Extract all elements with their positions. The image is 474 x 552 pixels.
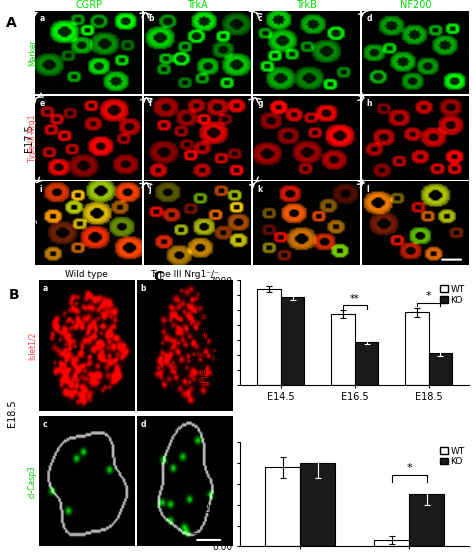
Y-axis label: Merged: Merged xyxy=(28,209,37,237)
Bar xyxy=(265,467,300,546)
Text: k: k xyxy=(257,184,263,194)
Bar xyxy=(331,314,355,385)
Text: E17.5: E17.5 xyxy=(24,124,34,152)
Text: B: B xyxy=(9,288,19,302)
Title: CGRP: CGRP xyxy=(75,0,102,10)
Bar xyxy=(281,296,304,385)
Bar xyxy=(374,540,409,546)
Text: j: j xyxy=(148,184,151,194)
Text: a: a xyxy=(43,284,48,293)
Text: e: e xyxy=(39,99,45,108)
Text: Islet1/2: Islet1/2 xyxy=(27,331,36,360)
Text: b: b xyxy=(148,14,154,23)
Bar xyxy=(355,342,378,385)
Text: f: f xyxy=(148,99,152,108)
Text: **: ** xyxy=(350,294,359,304)
Bar xyxy=(409,494,444,546)
Bar xyxy=(405,312,428,385)
Text: b: b xyxy=(141,284,146,293)
Text: d: d xyxy=(141,420,146,429)
Text: a: a xyxy=(39,14,45,23)
Text: l: l xyxy=(366,184,369,194)
Text: c: c xyxy=(43,420,47,429)
Text: i: i xyxy=(39,184,42,194)
Title: TrkA: TrkA xyxy=(187,0,208,10)
Title: Wild type: Wild type xyxy=(65,270,108,279)
Legend: WT, KO: WT, KO xyxy=(440,285,465,305)
Text: *: * xyxy=(406,463,412,474)
Text: D: D xyxy=(153,432,164,445)
Y-axis label: Marker: Marker xyxy=(28,39,37,66)
Text: h: h xyxy=(366,99,372,108)
Title: TrkB: TrkB xyxy=(296,0,317,10)
Y-axis label: cl-Casp3⁺ / PGP9.5⁺
neurons: cl-Casp3⁺ / PGP9.5⁺ neurons xyxy=(191,450,211,539)
Text: cl-Casp3: cl-Casp3 xyxy=(27,465,36,498)
Y-axis label: Type III Nrg1: Type III Nrg1 xyxy=(28,114,37,162)
Bar xyxy=(428,353,452,385)
Y-axis label: Islet1/2⁺ neurons/ DRG: Islet1/2⁺ neurons/ DRG xyxy=(199,280,208,384)
Text: E18.5: E18.5 xyxy=(7,400,17,427)
Text: c: c xyxy=(257,14,262,23)
Title: Type III Nrg1⁻/⁻: Type III Nrg1⁻/⁻ xyxy=(150,270,219,279)
Bar xyxy=(300,463,335,546)
Text: d: d xyxy=(366,14,372,23)
Legend: WT, KO: WT, KO xyxy=(440,447,465,466)
Text: *: * xyxy=(426,291,431,301)
Text: g: g xyxy=(257,99,263,108)
Bar xyxy=(257,289,281,385)
Title: NF200: NF200 xyxy=(400,0,431,10)
Text: C: C xyxy=(153,270,164,284)
Text: A: A xyxy=(6,16,17,30)
